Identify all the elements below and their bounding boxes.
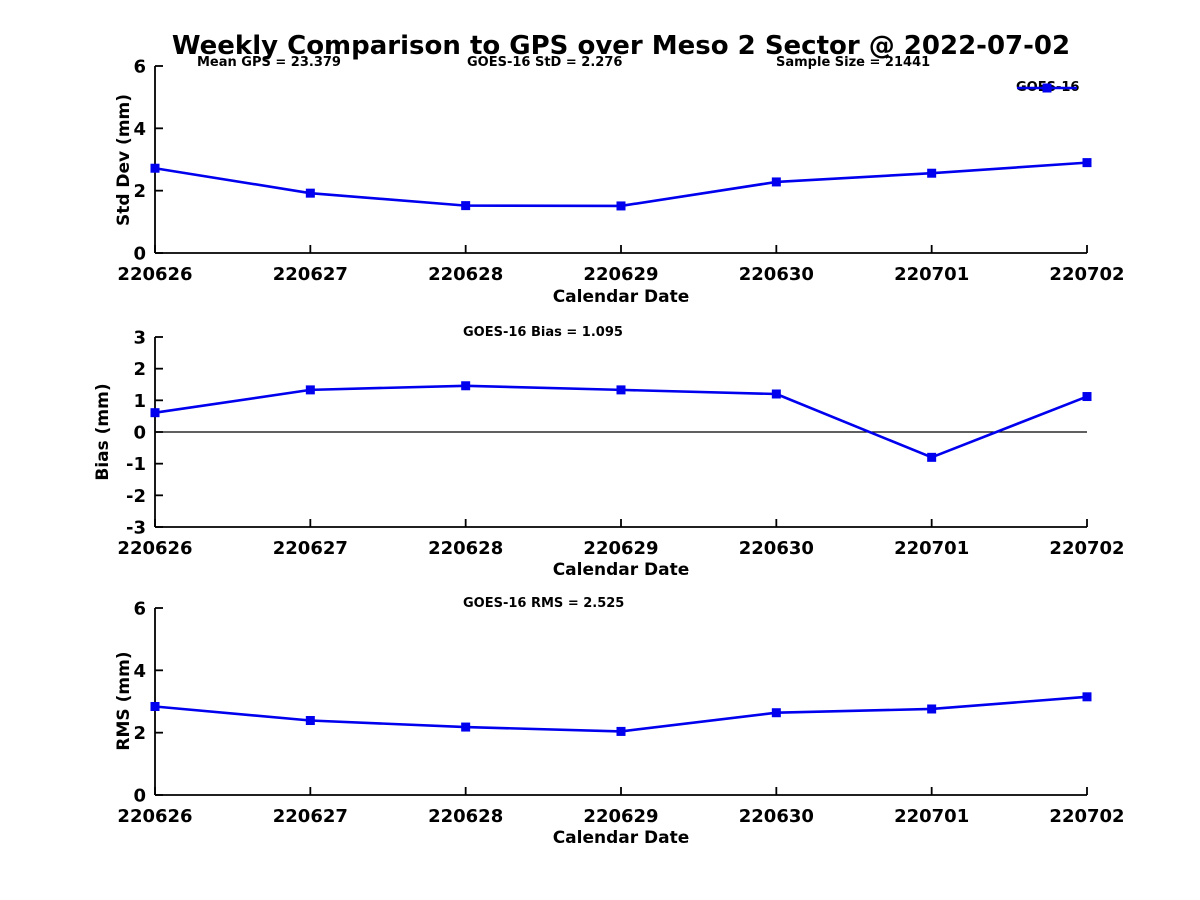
legend: GOES-16 [1016, 80, 1079, 95]
data-point-std-dev-220629 [616, 201, 626, 211]
data-point-std-dev-220626 [150, 163, 160, 173]
x-tick-label-std-dev: 220626 [117, 264, 192, 285]
x-tick-label-rms: 220702 [1049, 806, 1124, 827]
y-tick-label-bias: 0 [133, 423, 146, 444]
y-axis-label-std-dev: Std Dev (mm) [114, 93, 134, 227]
data-line-rms [153, 695, 1089, 733]
y-tick-label-std-dev: 6 [133, 57, 146, 78]
x-tick-label-std-dev: 220629 [583, 264, 658, 285]
x-tick-label-bias: 220702 [1049, 538, 1124, 559]
data-point-rms-220630 [771, 708, 781, 718]
x-tick-label-rms: 220701 [894, 806, 969, 827]
x-tick-label-std-dev: 220630 [739, 264, 814, 285]
data-point-bias-220702 [1082, 392, 1092, 402]
data-point-std-dev-220702 [1082, 158, 1092, 168]
x-tick-label-rms: 220630 [739, 806, 814, 827]
data-point-std-dev-220630 [771, 177, 781, 187]
x-tick-label-rms: 220629 [583, 806, 658, 827]
data-point-rms-220626 [150, 701, 160, 711]
data-point-bias-220630 [771, 389, 781, 399]
x-tick-label-bias: 220630 [739, 538, 814, 559]
chart-title: Weekly Comparison to GPS over Meso 2 Sec… [171, 31, 1071, 61]
y-axis-label-bias: Bias (mm) [93, 383, 113, 481]
data-point-rms-220702 [1082, 692, 1092, 702]
x-tick-label-bias: 220626 [117, 538, 192, 559]
data-point-rms-220629 [616, 726, 626, 736]
annotation-bias: GOES-16 Bias = 1.095 [463, 325, 623, 340]
x-axis-label-std-dev: Calendar Date [552, 287, 690, 307]
data-point-std-dev-220627 [305, 188, 315, 198]
data-point-bias-220701 [927, 452, 937, 462]
x-axis-label-rms: Calendar Date [552, 828, 690, 848]
data-point-std-dev-220701 [927, 168, 937, 178]
x-tick-label-bias: 220629 [583, 538, 658, 559]
y-axis-label-rms: RMS (mm) [114, 651, 134, 751]
y-tick-label-bias: -3 [126, 518, 146, 539]
x-tick-label-std-dev: 220627 [273, 264, 348, 285]
y-tick-label-bias: 2 [133, 359, 146, 380]
x-tick-label-rms: 220628 [428, 806, 503, 827]
data-point-bias-220626 [150, 408, 160, 418]
annotation-sample-size: Sample Size = 21441 [776, 55, 931, 70]
data-point-bias-220627 [305, 385, 315, 395]
y-tick-label-rms: 0 [133, 786, 146, 807]
data-point-bias-220628 [461, 381, 471, 391]
y-tick-label-bias: 1 [133, 391, 146, 412]
y-tick-label-std-dev: 4 [133, 119, 146, 140]
annotation-mean-gps: Mean GPS = 23.379 [197, 55, 341, 70]
x-tick-label-rms: 220626 [117, 806, 192, 827]
data-line-bias [153, 384, 1089, 459]
x-tick-label-rms: 220627 [273, 806, 348, 827]
y-tick-label-std-dev: 0 [133, 244, 146, 265]
data-point-rms-220627 [305, 716, 315, 726]
x-tick-label-bias: 220628 [428, 538, 503, 559]
legend-line-marker-icon [1017, 83, 1077, 93]
y-tick-label-rms: 6 [133, 599, 146, 620]
x-tick-label-bias: 220701 [894, 538, 969, 559]
x-tick-label-std-dev: 220628 [428, 264, 503, 285]
y-tick-label-std-dev: 2 [133, 181, 146, 202]
data-point-rms-220628 [461, 722, 471, 732]
annotation-rms: GOES-16 RMS = 2.525 [463, 596, 625, 611]
data-point-std-dev-220628 [461, 201, 471, 211]
x-tick-label-std-dev: 220701 [894, 264, 969, 285]
y-tick-label-bias: -1 [126, 454, 146, 475]
annotation-goes16-std: GOES-16 StD = 2.276 [467, 55, 623, 70]
y-tick-label-rms: 4 [133, 661, 146, 682]
x-axis-label-bias: Calendar Date [552, 560, 690, 580]
data-point-bias-220629 [616, 385, 626, 395]
x-tick-label-bias: 220627 [273, 538, 348, 559]
y-tick-label-bias: 3 [133, 328, 146, 349]
y-tick-label-bias: -2 [126, 486, 146, 507]
x-tick-label-std-dev: 220702 [1049, 264, 1124, 285]
y-tick-label-rms: 2 [133, 723, 146, 744]
data-line-std-dev [153, 161, 1089, 208]
data-point-rms-220701 [927, 704, 937, 714]
